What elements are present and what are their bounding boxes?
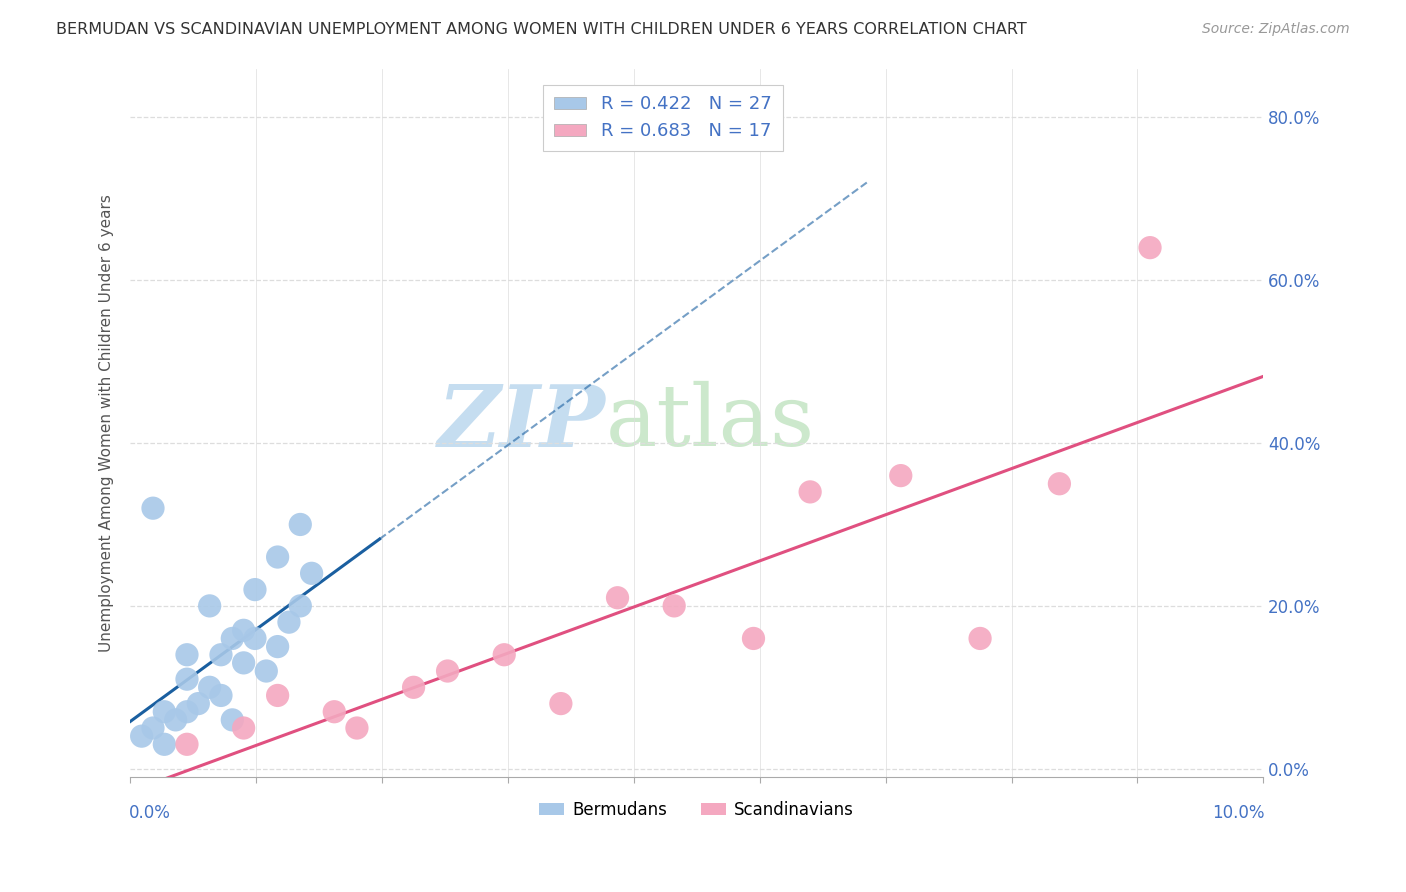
Point [742,632,765,646]
Point [662,599,685,613]
Point [131,729,153,743]
Point [165,713,187,727]
Point [301,566,323,581]
Point [436,664,458,678]
Text: 0.0%: 0.0% [129,804,172,822]
Point [232,624,254,638]
Point [176,672,198,686]
Point [254,664,277,678]
Point [266,549,288,564]
Legend: Bermudans, Scandinavians: Bermudans, Scandinavians [533,794,860,825]
Point [176,648,198,662]
Text: BERMUDAN VS SCANDINAVIAN UNEMPLOYMENT AMONG WOMEN WITH CHILDREN UNDER 6 YEARS CO: BERMUDAN VS SCANDINAVIAN UNEMPLOYMENT AM… [56,22,1026,37]
Point [243,632,266,646]
Point [266,640,288,654]
Point [232,656,254,670]
Point [209,648,232,662]
Text: 10.0%: 10.0% [1212,804,1264,822]
Point [176,737,198,751]
Point [402,681,425,695]
Point [969,632,991,646]
Point [232,721,254,735]
Point [290,517,312,532]
Point [142,501,165,516]
Point [1139,241,1161,255]
Point [243,582,266,597]
Point [799,484,821,499]
Point [198,681,221,695]
Point [266,689,288,703]
Point [890,468,912,483]
Point [550,697,572,711]
Y-axis label: Unemployment Among Women with Children Under 6 years: Unemployment Among Women with Children U… [100,194,114,652]
Point [221,632,243,646]
Point [187,697,209,711]
Point [606,591,628,605]
Point [209,689,232,703]
Point [142,721,165,735]
Text: atlas: atlas [606,381,815,464]
Point [290,599,312,613]
Point [153,737,176,751]
Text: ZIP: ZIP [439,381,606,465]
Point [176,705,198,719]
Text: Source: ZipAtlas.com: Source: ZipAtlas.com [1202,22,1350,37]
Point [198,599,221,613]
Point [221,713,243,727]
Point [1047,476,1070,491]
Point [323,705,346,719]
Point [346,721,368,735]
Point [278,615,301,629]
Point [153,705,176,719]
Point [494,648,516,662]
